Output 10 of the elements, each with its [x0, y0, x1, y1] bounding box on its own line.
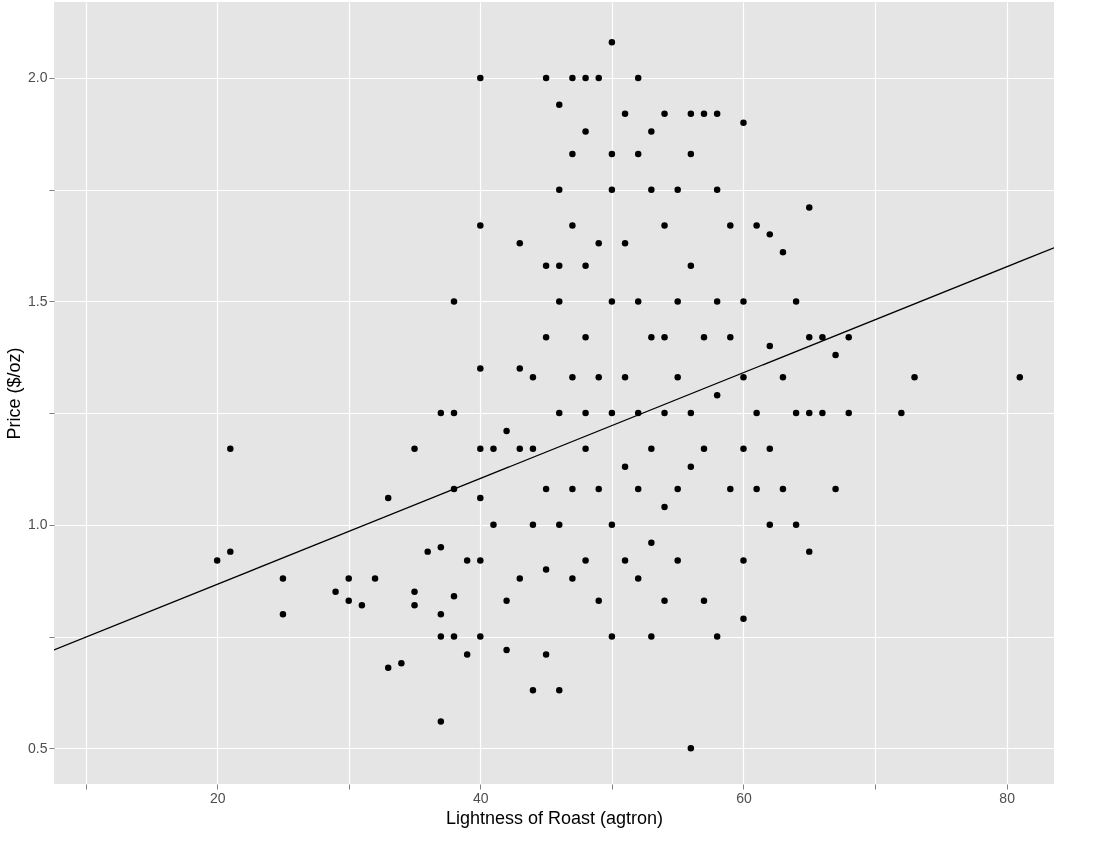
y-tick-label: 2.0 — [28, 69, 48, 86]
y-tick-label: 1.5 — [28, 292, 48, 309]
x-axis-title: Lightness of Roast (agtron) — [445, 807, 664, 828]
y-tick-label: 0.5 — [28, 739, 48, 756]
x-tick-label: 40 — [473, 789, 489, 806]
x-tick-label: 60 — [736, 789, 752, 806]
y-axis-title: Price ($/oz) — [4, 347, 25, 440]
y-tick-label: 1.0 — [28, 516, 48, 533]
x-tick-label: 20 — [209, 789, 226, 806]
x-tick-label: 80 — [999, 789, 1016, 806]
